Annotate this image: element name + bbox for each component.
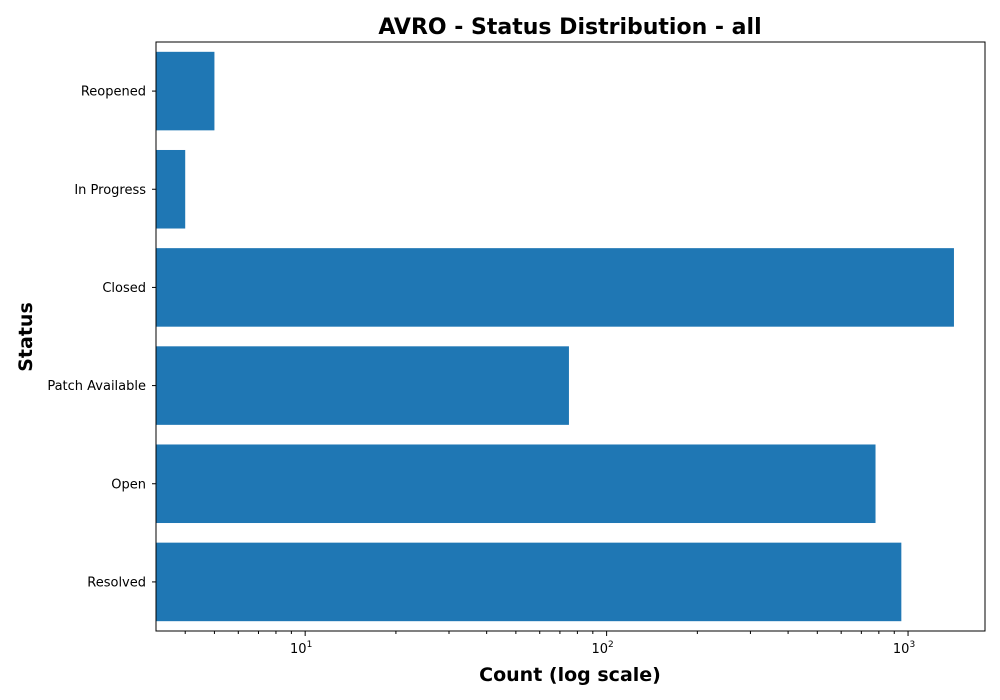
y-ticks-group: Resolved Open Patch Available Closed In Prog… [47, 85, 156, 590]
bar-closed [156, 248, 954, 327]
y-axis-label: Status [15, 302, 37, 372]
x-tick-label: 101 [290, 640, 312, 657]
x-ticks-group: 101 102 103 [184, 631, 915, 657]
bars-group [156, 51, 954, 622]
bar-reopened [156, 51, 215, 131]
chart-title: AVRO - Status Distribution - all [378, 15, 761, 40]
bar-resolved [156, 542, 902, 622]
bar-in-progress [156, 149, 186, 229]
y-tick-label: In Progress [74, 183, 146, 198]
y-tick-label: Resolved [87, 575, 146, 590]
x-tick-label: 102 [591, 640, 613, 657]
x-axis-label: Count (log scale) [479, 664, 661, 686]
bar-open [156, 444, 876, 524]
plot-frame [155, 41, 986, 632]
y-tick-label: Open [111, 477, 146, 492]
y-tick-label: Closed [102, 281, 146, 296]
bar-patch-available [156, 346, 569, 425]
x-tick-label: 103 [893, 640, 915, 657]
y-tick-label: Reopened [81, 85, 146, 100]
y-tick-label: Patch Available [47, 379, 146, 394]
